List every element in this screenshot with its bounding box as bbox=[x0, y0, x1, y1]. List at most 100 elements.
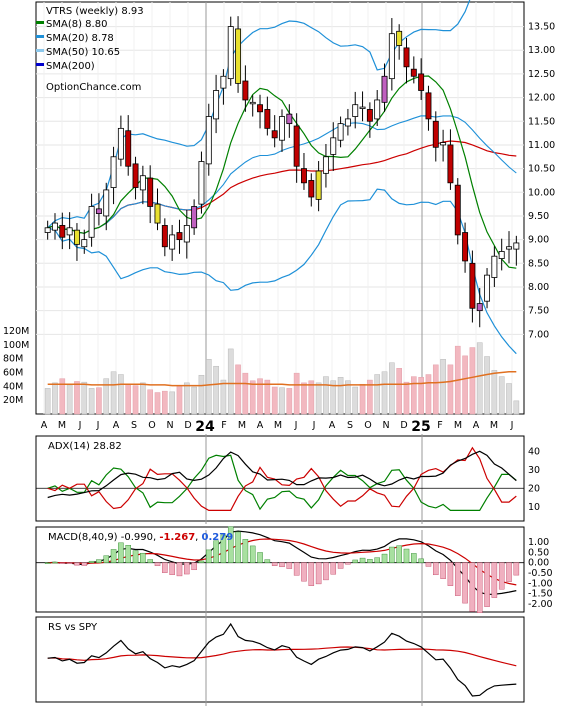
macd-histogram-bar bbox=[476, 562, 483, 614]
price-tick-label: 12.50 bbox=[528, 69, 555, 80]
candle-body bbox=[293, 125, 300, 167]
volume-bars bbox=[44, 342, 520, 415]
candle-body bbox=[103, 189, 110, 217]
candle-body bbox=[513, 242, 520, 250]
candlesticks bbox=[44, 16, 520, 328]
x-tick-label: D bbox=[400, 420, 407, 431]
x-tick-label: A bbox=[473, 420, 480, 431]
macd-histogram-bar bbox=[462, 562, 468, 604]
macd-histogram-bar bbox=[389, 546, 395, 563]
candle-body bbox=[257, 104, 263, 113]
candle-body bbox=[352, 104, 359, 117]
x-tick-label: 24 bbox=[195, 419, 215, 435]
candle-body bbox=[498, 251, 505, 259]
candle-body bbox=[249, 101, 256, 105]
x-tick-label: J bbox=[294, 420, 298, 431]
volume-average-line bbox=[47, 371, 517, 387]
macd-histogram-bar bbox=[162, 562, 168, 573]
candle-body bbox=[454, 184, 461, 236]
indicator-tick-label: -1.50 bbox=[528, 589, 553, 600]
price-tick-label: 11.00 bbox=[528, 140, 555, 151]
macd-histogram-bar bbox=[440, 562, 446, 579]
macd-histogram-bar bbox=[484, 562, 490, 607]
macd-histogram-bar bbox=[352, 559, 358, 563]
candle-body bbox=[337, 123, 344, 141]
price-axis-labels: 13.50 13.00 12.50 12.00 11.50 11.00 10.50 10.00… bbox=[528, 22, 555, 341]
x-tick-label: J bbox=[96, 420, 100, 431]
indicator-tick-label: -2.00 bbox=[528, 599, 553, 610]
macd-histogram-bar bbox=[118, 542, 124, 563]
volume-bar bbox=[96, 387, 102, 415]
volume-bar bbox=[403, 381, 410, 415]
macd-histogram-bar bbox=[447, 562, 454, 586]
candle-body bbox=[469, 262, 476, 309]
candle-body bbox=[117, 127, 124, 160]
volume-bar bbox=[242, 372, 249, 415]
volume-bar bbox=[359, 383, 366, 415]
x-tick-label: M bbox=[490, 420, 498, 431]
candle-body bbox=[476, 303, 483, 312]
macd-histogram-bar bbox=[74, 562, 80, 566]
macd-histogram-bar bbox=[286, 562, 293, 569]
volume-bar bbox=[103, 378, 110, 415]
macd-histogram-bar bbox=[418, 558, 424, 563]
candle-body bbox=[301, 168, 307, 184]
volume-bar bbox=[469, 347, 476, 415]
candle-body bbox=[462, 232, 469, 262]
candle-body bbox=[139, 175, 146, 191]
price-tick-label: 10.00 bbox=[528, 187, 555, 198]
volume-tick-label: 100M bbox=[3, 340, 29, 351]
legend-swatch bbox=[36, 49, 44, 52]
volume-bar bbox=[147, 389, 153, 415]
candle-body bbox=[403, 47, 410, 68]
macd-histogram-bar bbox=[147, 559, 153, 563]
macd-histogram-bar bbox=[403, 548, 410, 563]
x-tick-label: M bbox=[274, 420, 282, 431]
candle-body bbox=[110, 156, 117, 188]
volume-bar bbox=[74, 381, 80, 415]
volume-bar bbox=[44, 388, 51, 415]
macd-label: MACD(8,40,9) -0.990, -1.267, 0.279 bbox=[48, 532, 233, 543]
macd-panel: 1.000.500.00-0.50-1.00-1.50-2.00 bbox=[36, 526, 553, 616]
macd-histogram-bar bbox=[66, 562, 73, 564]
adx-line bbox=[47, 450, 517, 499]
candle-body bbox=[440, 142, 447, 146]
indicator-tick-label: 1.00 bbox=[528, 537, 549, 548]
rs-line bbox=[47, 622, 517, 697]
volume-bar bbox=[264, 379, 271, 415]
macd-histogram-bar bbox=[59, 562, 66, 564]
volume-bar bbox=[59, 378, 66, 415]
macd-histogram-bar bbox=[227, 526, 234, 563]
x-tick-label: F bbox=[221, 420, 226, 431]
macd-histogram-bar bbox=[242, 539, 249, 563]
candle-body bbox=[235, 28, 242, 84]
candle-body bbox=[271, 130, 278, 139]
indicator-tick-label: -1.00 bbox=[528, 578, 553, 589]
macd-histogram-bar bbox=[110, 549, 117, 563]
volume-bar bbox=[498, 376, 505, 415]
candle-body bbox=[410, 68, 417, 77]
adx-panel: 40 30 20 10 bbox=[36, 434, 540, 524]
volume-bar bbox=[235, 364, 241, 415]
volume-tick-label: 80M bbox=[3, 354, 23, 365]
macd-histogram-bar bbox=[103, 555, 110, 563]
macd-histogram-bar bbox=[330, 562, 337, 575]
candle-body bbox=[132, 163, 139, 188]
macd-histogram-bar bbox=[206, 549, 212, 563]
macd-histogram-bar bbox=[315, 562, 322, 585]
volume-bar bbox=[132, 385, 139, 415]
volume-bar bbox=[389, 362, 395, 415]
volume-bar bbox=[118, 374, 124, 415]
macd-histogram-bar bbox=[491, 562, 498, 598]
legend-swatch bbox=[36, 21, 44, 24]
candle-body bbox=[183, 225, 190, 243]
macd-histogram-bar bbox=[425, 562, 432, 567]
macd-histogram-bar bbox=[381, 553, 388, 563]
indicator-tick-label: 0.50 bbox=[528, 547, 549, 558]
candle-body bbox=[279, 116, 285, 141]
price-grid bbox=[36, 2, 524, 414]
x-tick-label: 25 bbox=[411, 419, 430, 435]
x-tick-label: J bbox=[78, 420, 82, 431]
volume-bar bbox=[162, 390, 168, 415]
x-tick-label: O bbox=[148, 420, 155, 431]
